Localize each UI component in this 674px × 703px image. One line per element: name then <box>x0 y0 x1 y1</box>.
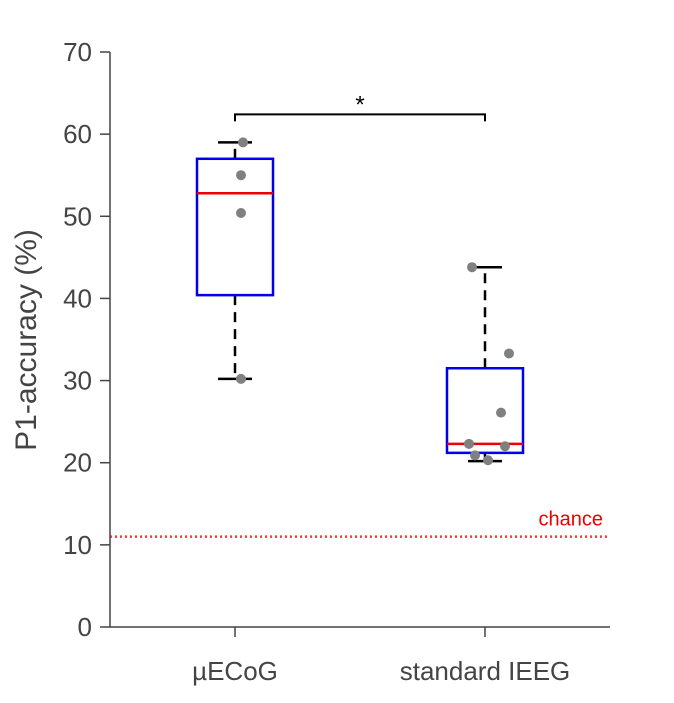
x-axis-ticks: µECoG standard IEEG <box>192 627 570 686</box>
box-1-data-point <box>236 208 246 218</box>
y-tick-label: 30 <box>63 366 92 396</box>
y-tick-label: 0 <box>78 612 92 642</box>
box-2-data-point <box>467 262 477 273</box>
significance-bracket <box>234 113 486 122</box>
box-1-data-point <box>236 170 246 181</box>
y-tick-label: 50 <box>63 201 92 231</box>
box-2-data-point <box>483 455 493 466</box>
box-1-iqr-box <box>195 157 275 297</box>
y-tick-label: 10 <box>63 530 92 560</box>
y-tick-label: 20 <box>63 448 92 478</box>
box-2-data-point <box>504 348 514 359</box>
y-tick-label: 70 <box>63 37 92 67</box>
box-1-data-point <box>238 137 248 148</box>
box-2-data-point <box>470 450 480 461</box>
x-tick-label: µECoG <box>192 656 278 686</box>
y-axis-label: P1-accuracy (%) <box>10 229 43 451</box>
box-2-iqr-box <box>445 367 525 455</box>
y-axis-ticks: 0 10 20 30 40 50 60 70 <box>63 37 110 642</box>
y-tick-label: 40 <box>63 283 92 313</box>
box-2-data-point <box>464 438 474 449</box>
plot-area: chance * <box>110 91 610 538</box>
box-1-data-point <box>236 373 246 384</box>
y-tick-label: 60 <box>63 119 92 149</box>
x-tick-label: standard IEEG <box>400 656 571 686</box>
significance-star: * <box>355 91 364 118</box>
box-2-data-point <box>496 407 506 418</box>
chance-label: chance <box>539 509 604 531</box>
box-2-data-point <box>500 441 510 452</box>
